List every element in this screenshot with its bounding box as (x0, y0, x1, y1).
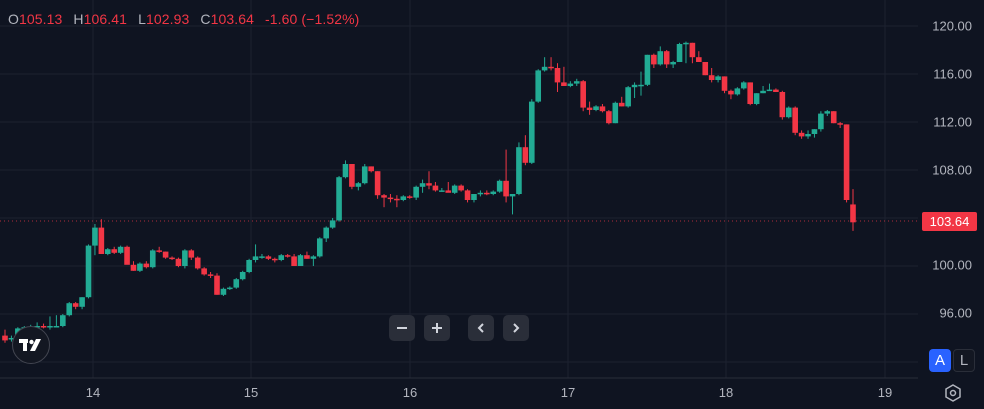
time-label: 15 (243, 385, 259, 400)
high-value: 106.41 (83, 11, 128, 27)
price-label: 112.00 (933, 114, 972, 130)
chevron-right-icon (513, 323, 520, 333)
price-label: 116.00 (933, 66, 972, 82)
plus-icon (432, 323, 442, 333)
low-value: 102.93 (145, 11, 190, 27)
tradingview-logo-icon (19, 339, 41, 351)
time-label: 18 (718, 385, 734, 400)
gear-icon (945, 384, 961, 402)
time-label: 14 (85, 385, 101, 400)
scroll-left-button[interactable] (468, 315, 494, 341)
open-value: 105.13 (19, 11, 63, 27)
chevron-left-icon (477, 323, 484, 333)
settings-button[interactable] (943, 382, 963, 404)
time-label: 16 (402, 385, 418, 400)
scroll-right-button[interactable] (503, 315, 529, 341)
candles (2, 41, 856, 343)
price-label: 96.00 (939, 305, 972, 321)
close-value: 103.64 (210, 11, 255, 27)
time-label: 17 (560, 385, 576, 400)
last-price-tag: 103.64 (922, 212, 977, 231)
auto-scale-button[interactable]: A (929, 349, 951, 372)
change-value: -1.60 (−1.52%) (265, 11, 360, 27)
close-label: C (200, 11, 211, 27)
low-label: L (138, 11, 146, 27)
price-label: 108.00 (932, 162, 972, 178)
minus-icon (397, 327, 407, 329)
zoom-in-button[interactable] (424, 315, 450, 341)
zoom-out-button[interactable] (389, 315, 415, 341)
time-label: 19 (877, 385, 893, 400)
open-label: O (8, 11, 19, 27)
high-label: H (73, 11, 84, 27)
log-scale-button[interactable]: L (953, 349, 975, 372)
price-label: 120.00 (932, 18, 972, 34)
tradingview-logo[interactable] (12, 326, 50, 364)
price-label: 100.00 (932, 257, 972, 273)
ohlc-legend: O105.13 H106.41 L102.93 C103.64 -1.60 (−… (8, 11, 359, 27)
